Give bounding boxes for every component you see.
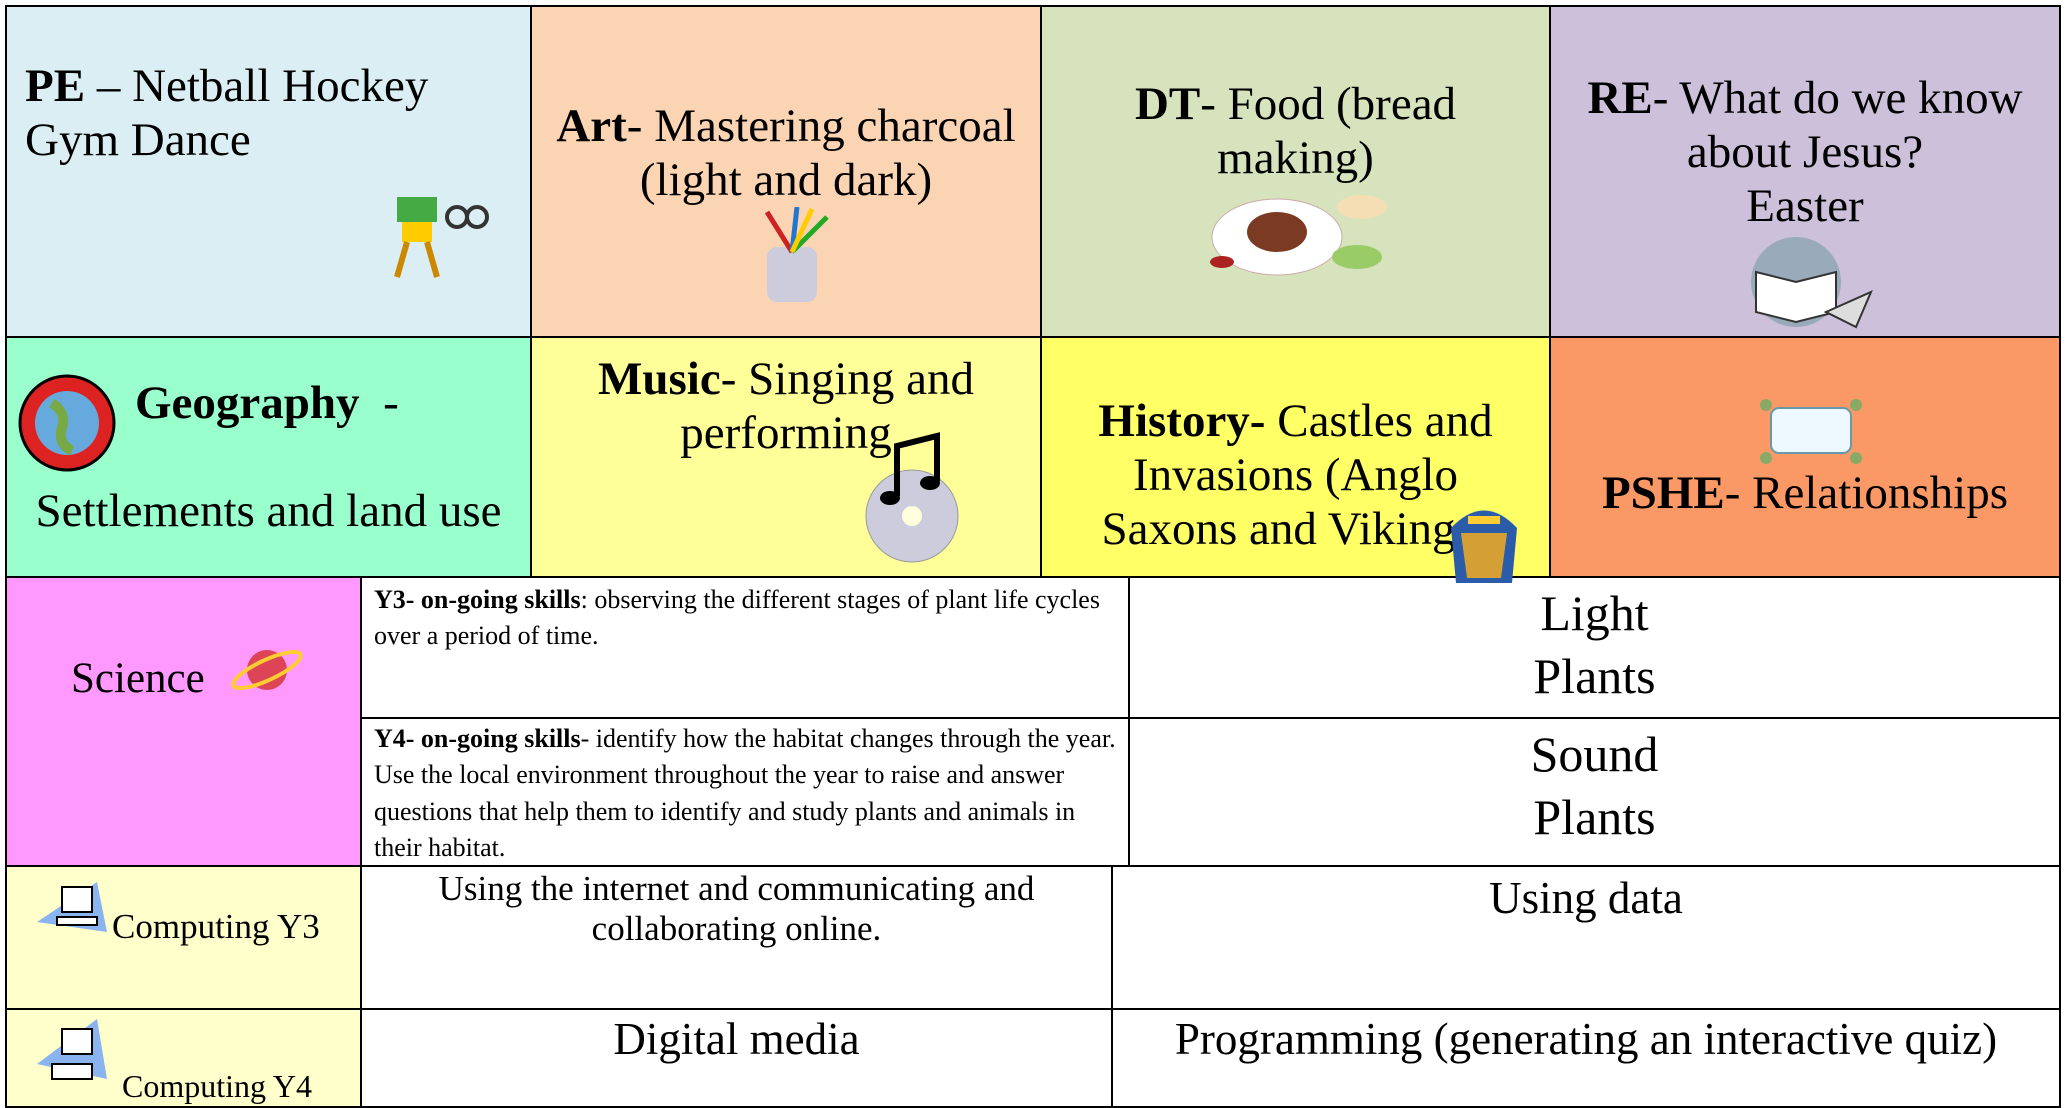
skills-label: Y4- on-going skills: [374, 724, 581, 753]
computing-y4-a: Digital media: [360, 1008, 1113, 1108]
computing-label: Computing Y3: [112, 907, 320, 946]
food-icon: [1210, 195, 1387, 276]
subject-topic: - Singing and performing: [680, 353, 974, 460]
science-y3-topics: Light Plants: [1128, 576, 2061, 719]
subject-name: PSHE: [1601, 467, 1725, 519]
history-text: History- Castles and Invasions (Anglo Sa…: [1042, 394, 1549, 556]
unit: Programming (generating an interactive q…: [1174, 1014, 1998, 1064]
subject-dash: -: [383, 377, 399, 429]
pharaoh-icon: [1451, 510, 1517, 583]
geography-title: Geography -: [135, 376, 530, 430]
geography-cell: Geography - Settlements and land use: [5, 336, 532, 578]
art-text: Art- Mastering charcoal (light and dark): [532, 99, 1040, 207]
subject-topic: - Food (bread making): [1200, 78, 1457, 185]
topics: Sound Plants: [1130, 723, 2059, 848]
subject-name: PE: [25, 60, 86, 112]
subject-topic: Settlements and land use: [35, 485, 502, 537]
skills-text: : observing the different stages of plan…: [374, 585, 1100, 651]
subject-name: Music: [598, 353, 721, 405]
science-y4-text: Y4- on-going skills- identify how the ha…: [374, 721, 1120, 865]
subject-name: Geography: [135, 377, 360, 429]
art-cell: Art- Mastering charcoal (light and dark): [530, 5, 1042, 338]
computing-y4-label-cell: Computing Y4: [5, 1008, 362, 1108]
cd-icon: [865, 432, 959, 563]
unit: Using data: [1489, 873, 1683, 923]
music-text: Music- Singing and performing: [532, 352, 1040, 460]
subject-name: RE: [1587, 72, 1653, 124]
topics: Light Plants: [1130, 582, 2059, 707]
science-label: Science: [71, 655, 205, 702]
subject-topic: - Relationships: [1724, 467, 2009, 519]
science-y3-cell: Y3- on-going skills: observing the diffe…: [360, 576, 1130, 719]
globe-icon: [18, 374, 116, 472]
subject-topic: Castles and Invasions (Anglo Saxons and …: [1101, 395, 1493, 556]
computing-y4-b: Programming (generating an interactive q…: [1111, 1008, 2061, 1108]
re-text: RE- What do we know about Jesus? Easter: [1551, 71, 2059, 233]
science-y4-cell: Y4- on-going skills- identify how the ha…: [360, 717, 1130, 867]
bible-icon: [1751, 237, 1873, 329]
computing-y3-a: Using the internet and communicating and…: [360, 865, 1113, 1010]
computing-label: Computing Y4: [122, 1068, 312, 1104]
planet-icon: [231, 649, 303, 691]
skills-text: - identify how the habitat changes throu…: [374, 724, 1116, 863]
gym-icon: [394, 197, 489, 278]
computing-y3-b: Using data: [1111, 865, 2061, 1010]
unit: Using the internet and communicating and…: [438, 869, 1035, 949]
skills-label: Y3- on-going skills: [374, 585, 581, 614]
pe-text: PE – Netball Hockey Gym Dance: [25, 59, 530, 167]
topic: Plants: [1533, 647, 1656, 704]
topic: Sound: [1530, 726, 1659, 782]
banner-icon: [1760, 399, 1862, 464]
science-cell: Science: [5, 576, 362, 867]
computing-y3-label-cell: Computing Y3: [5, 865, 362, 1010]
re-cell: RE- What do we know about Jesus? Easter: [1549, 5, 2061, 338]
dt-text: DT- Food (bread making): [1042, 77, 1549, 185]
pencils-icon: [764, 207, 829, 302]
science-y4-topics: Sound Plants: [1128, 717, 2061, 867]
computer-icon: [37, 1019, 107, 1080]
pe-cell: PE – Netball Hockey Gym Dance: [5, 5, 532, 338]
subject-topic: - Mastering charcoal (light and dark): [626, 100, 1016, 207]
music-cell: Music- Singing and performing: [530, 336, 1042, 578]
topic: Plants: [1533, 788, 1656, 845]
topic: Light: [1540, 585, 1649, 641]
pshe-text: PSHE- Relationships: [1551, 466, 2059, 520]
subject-name: History-: [1098, 395, 1266, 447]
computer-icon: [37, 882, 107, 932]
subject-topic: – Netball Hockey Gym Dance: [25, 60, 429, 167]
science-y3-text: Y3- on-going skills: observing the diffe…: [374, 582, 1116, 655]
unit: Digital media: [613, 1014, 860, 1064]
pshe-cell: PSHE- Relationships: [1549, 336, 2061, 578]
subject-topic-extra: Easter: [1746, 180, 1864, 233]
subject-name: Art: [556, 100, 627, 152]
subject-topic: - What do we know about Jesus?: [1652, 72, 2023, 179]
subject-name: DT: [1134, 78, 1201, 130]
dt-cell: DT- Food (bread making): [1040, 5, 1551, 338]
